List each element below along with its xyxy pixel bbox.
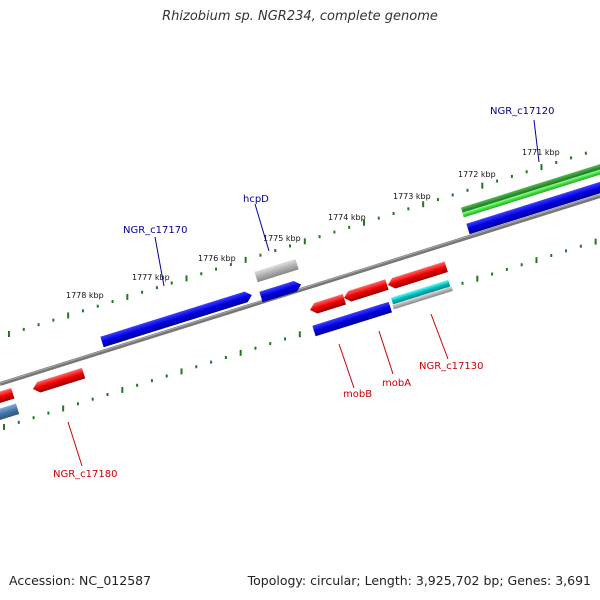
tick-label: 1773 kbp (393, 192, 431, 201)
label-connectors (67, 119, 540, 467)
tick-label: 1777 kbp (132, 273, 170, 282)
gene-labels: NGR_c17120 hcpD NGR_c17170 NGR_c17130 mo… (53, 106, 555, 480)
gene-ngr-c17170[interactable] (100, 290, 253, 348)
gene-ngr-c17130[interactable] (386, 261, 448, 291)
gene-rna-green-1[interactable] (460, 162, 600, 215)
gene-label-ngr-c17170[interactable]: NGR_c17170 (123, 225, 188, 236)
gene-label-moba[interactable]: mobA (382, 378, 411, 389)
tick-label: 1775 kbp (263, 234, 301, 243)
gene-grey-rev[interactable] (392, 286, 453, 310)
tick-label: 1771 kbp (522, 148, 560, 157)
gene-label-hcpd[interactable]: hcpD (243, 194, 269, 205)
connector-ngr-c17120 (533, 119, 540, 163)
gene-label-ngr-c17130[interactable]: NGR_c17130 (419, 361, 484, 372)
gene-blue-rev[interactable] (312, 301, 392, 337)
gene-ngr-c17180[interactable] (31, 367, 86, 394)
gene-label-mobb[interactable]: mobB (343, 389, 372, 400)
gene-moba[interactable] (342, 279, 389, 303)
gene-ngr-c17120[interactable] (466, 178, 600, 235)
gene-label-ngr-c17120[interactable]: NGR_c17120 (490, 106, 555, 117)
gene-mobb[interactable] (308, 293, 346, 315)
tick-label: 1772 kbp (458, 170, 496, 179)
connector-ngr-c17170 (154, 236, 165, 287)
outer-tick-track (8, 151, 587, 337)
connector-mobb (338, 343, 355, 389)
gene-steel-edge[interactable] (0, 403, 20, 424)
gene-label-ngr-c17180[interactable]: NGR_c17180 (53, 469, 118, 480)
tick-labels: 1771 kbp 1772 kbp 1773 kbp 1774 kbp 1775… (66, 148, 560, 300)
genome-backbone (0, 194, 600, 386)
gene-red-edge[interactable] (0, 387, 15, 406)
gene-hcpd[interactable] (259, 279, 302, 303)
tick-label: 1774 kbp (328, 213, 366, 222)
accession-text: Accession: NC_012587 (9, 573, 152, 588)
genome-summary-text: Topology: circular; Length: 3,925,702 bp… (247, 573, 591, 588)
gene-teal[interactable] (390, 279, 451, 305)
connector-ngr-c17130 (430, 313, 449, 360)
tick-label: 1778 kbp (66, 291, 104, 300)
connector-hcpd (254, 203, 270, 252)
genome-backbone-highlight (0, 194, 600, 384)
connector-moba (378, 330, 394, 375)
connector-ngr-c17180 (67, 421, 83, 467)
tick-label: 1776 kbp (198, 254, 236, 263)
gene-hcpd-pseudo[interactable] (254, 258, 299, 283)
map-title: Rhizobium sp. NGR234, complete genome (162, 9, 438, 24)
gene-rna-green-2[interactable] (462, 167, 600, 218)
inner-tick-track (3, 238, 597, 430)
